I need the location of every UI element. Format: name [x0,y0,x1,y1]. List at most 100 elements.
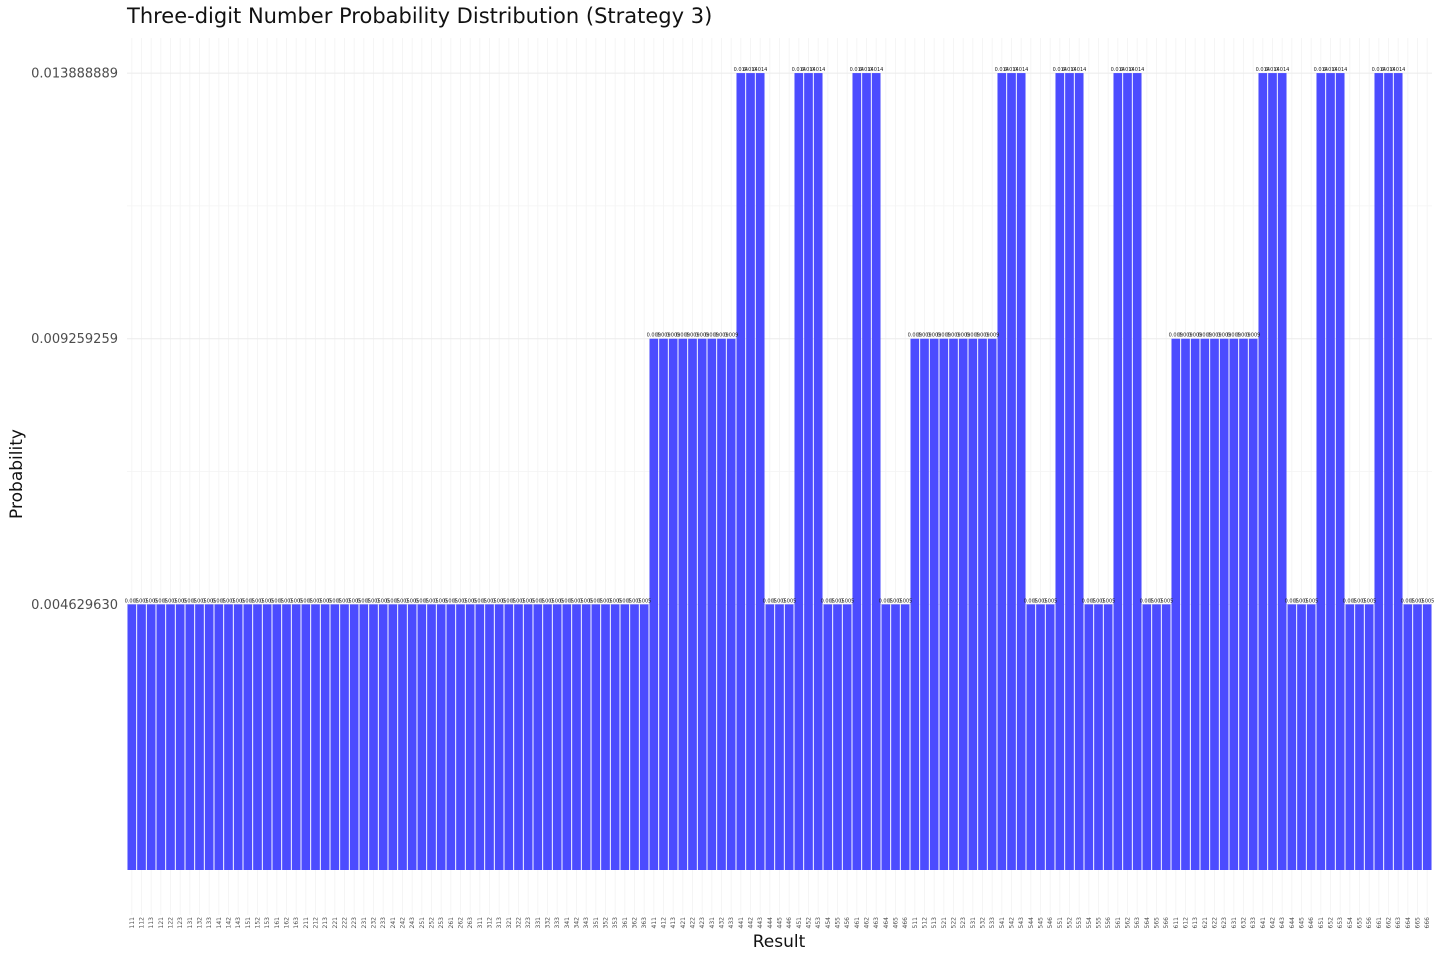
data-label: 0.005 [444,598,458,604]
data-label: 0.005 [821,598,835,604]
x-tick-label: 362 [632,917,639,929]
data-label: 0.014 [859,67,873,73]
x-tick-label: 313 [496,917,503,929]
bar [1277,73,1287,870]
x-tick-label: 632 [1241,917,1248,929]
data-label: 0.005 [1091,598,1105,604]
bar [436,604,446,870]
x-tick-label: 231 [361,917,368,929]
data-label: 0.009 [966,333,980,339]
x-tick-label: 523 [960,917,967,929]
bar [949,338,958,871]
data-label: 0.005 [347,598,361,604]
data-label: 0.014 [743,67,757,73]
bar [1384,73,1393,870]
data-label: 0.009 [917,333,931,339]
x-tick-label: 456 [844,917,851,929]
data-label: 0.014 [1381,67,1395,73]
x-tick-label: 221 [332,917,339,929]
data-label: 0.005 [434,598,448,604]
bar [823,604,833,870]
x-tick-label: 666 [1424,917,1431,929]
bar [862,73,871,870]
data-label: 0.005 [395,598,409,604]
chart-title: Three-digit Number Probability Distribut… [127,4,713,28]
x-tick-label: 664 [1405,917,1412,929]
data-label: 0.005 [492,598,506,604]
bar [195,604,204,870]
data-label: 0.009 [656,333,670,339]
bar [591,604,601,870]
bar [1210,338,1219,871]
data-label: 0.005 [1101,598,1115,604]
x-tick-label: 251 [419,917,426,929]
bar [475,604,485,870]
data-label: 0.005 [772,598,786,604]
data-label: 0.005 [270,598,284,604]
x-tick-label: 443 [757,917,764,929]
bar [1248,338,1258,871]
x-tick-label: 446 [786,917,793,929]
bar [871,73,881,870]
x-tick-label: 431 [709,917,716,929]
bars [127,73,1432,871]
data-label: 0.005 [289,598,303,604]
data-label: 0.009 [666,333,680,339]
bar [485,604,494,870]
bar [340,604,349,870]
data-label: 0.014 [801,67,815,73]
data-label: 0.005 [589,598,603,604]
x-tick-label: 223 [351,917,358,929]
x-tick-label: 661 [1376,917,1383,929]
bar [968,338,978,871]
y-axis-title: Probability [7,429,27,519]
bar [784,604,794,870]
bar [813,73,823,870]
x-tick-label: 466 [902,917,909,929]
bar [775,604,784,870]
x-tick-label: 564 [1144,917,1151,929]
data-label: 0.009 [676,333,690,339]
bar [920,338,929,871]
data-label: 0.005 [1420,598,1434,604]
x-tick-label: 465 [893,917,900,929]
data-label: 0.009 [1236,333,1250,339]
data-label: 0.014 [1391,67,1405,73]
data-label: 0.005 [357,598,371,604]
x-tick-label: 511 [912,917,919,929]
x-tick-label: 663 [1395,917,1402,929]
bar [156,604,166,870]
x-tick-label: 333 [554,917,561,929]
x-tick-label: 112 [139,917,146,929]
data-label: 0.005 [879,598,893,604]
data-label: 0.005 [1285,598,1299,604]
x-tick-label: 442 [748,917,755,929]
bar [272,604,282,870]
y-axis-ticks: 0.004629630 0.009259259 0.013888889 [31,67,118,613]
x-tick-label: 623 [1221,917,1228,929]
data-label: 0.014 [1062,67,1076,73]
data-label: 0.005 [415,598,429,604]
data-label: 0.005 [598,598,612,604]
bar [262,604,272,870]
x-tick-label: 222 [342,917,349,929]
data-label: 0.005 [318,598,332,604]
bar [224,604,233,870]
data-label: 0.014 [1004,67,1018,73]
data-label: 0.005 [1149,598,1163,604]
x-tick-label: 565 [1154,917,1161,929]
bar [833,604,842,870]
x-tick-label: 411 [651,917,658,929]
data-label: 0.009 [1217,333,1231,339]
bar [1422,604,1432,870]
bar [726,338,736,871]
x-tick-label: 211 [303,917,310,929]
data-label: 0.009 [1246,333,1260,339]
data-label: 0.005 [608,598,622,604]
x-tick-label: 261 [448,917,455,929]
bar [755,73,765,870]
data-label: 0.014 [1072,67,1086,73]
data-label: 0.005 [1043,598,1057,604]
data-label: 0.005 [192,598,206,604]
bar [668,338,678,871]
